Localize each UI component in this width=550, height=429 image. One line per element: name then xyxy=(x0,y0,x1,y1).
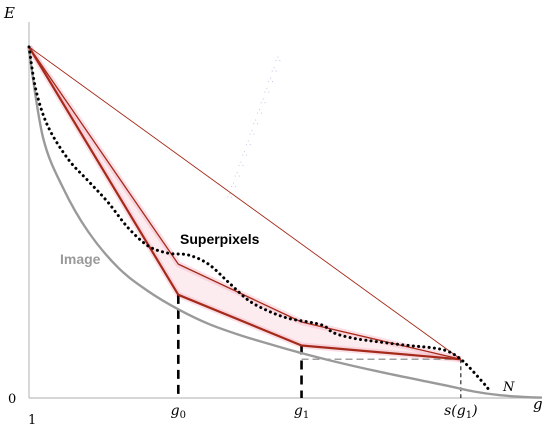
faint-mark: ∴ xyxy=(238,160,244,170)
x-tick-label: g1 xyxy=(294,403,309,421)
x-tick-label: g0 xyxy=(171,403,186,421)
series-label-superpixels: Superpixels xyxy=(180,231,260,247)
faint-mark: ∴ xyxy=(260,97,266,107)
faint-mark: ∴ xyxy=(253,118,259,128)
faint-mark: ∴ xyxy=(275,55,281,65)
faint-mark: ∴ xyxy=(249,129,255,139)
series-line-superpixels xyxy=(27,45,493,394)
y-tick-zero: 0 xyxy=(8,392,16,407)
faint-mark: ∴ xyxy=(234,171,240,181)
faint-mark: ∴ xyxy=(257,108,263,118)
faint-dotted-artifact: ∴∴∴∴∴∴∴∴∴∴∴∴∴∴ xyxy=(227,55,281,202)
data-series xyxy=(27,45,543,399)
faint-mark: ∴ xyxy=(245,139,251,149)
faint-mark: ∴ xyxy=(264,87,270,97)
series-label-image: Image xyxy=(60,251,101,267)
faint-mark: ∴ xyxy=(227,192,233,202)
faint-mark: ∴ xyxy=(268,76,274,86)
y-axis-label: E xyxy=(3,4,15,22)
series-line-image xyxy=(27,49,543,399)
end-label-n: N xyxy=(502,380,515,395)
x-tick-label: s(g1) xyxy=(444,403,477,421)
x-tick-label: 1 xyxy=(28,413,36,428)
x-axis-label: g xyxy=(533,395,543,413)
faint-mark: ∴ xyxy=(271,66,277,76)
approximation-band xyxy=(29,46,461,360)
faint-mark: ∴ xyxy=(242,150,248,160)
approximation-line xyxy=(28,46,462,360)
x-tick-labels: 1 g0 g1 s(g1) xyxy=(28,403,478,428)
approximation-line xyxy=(28,46,461,361)
faint-mark: ∴ xyxy=(231,181,237,191)
